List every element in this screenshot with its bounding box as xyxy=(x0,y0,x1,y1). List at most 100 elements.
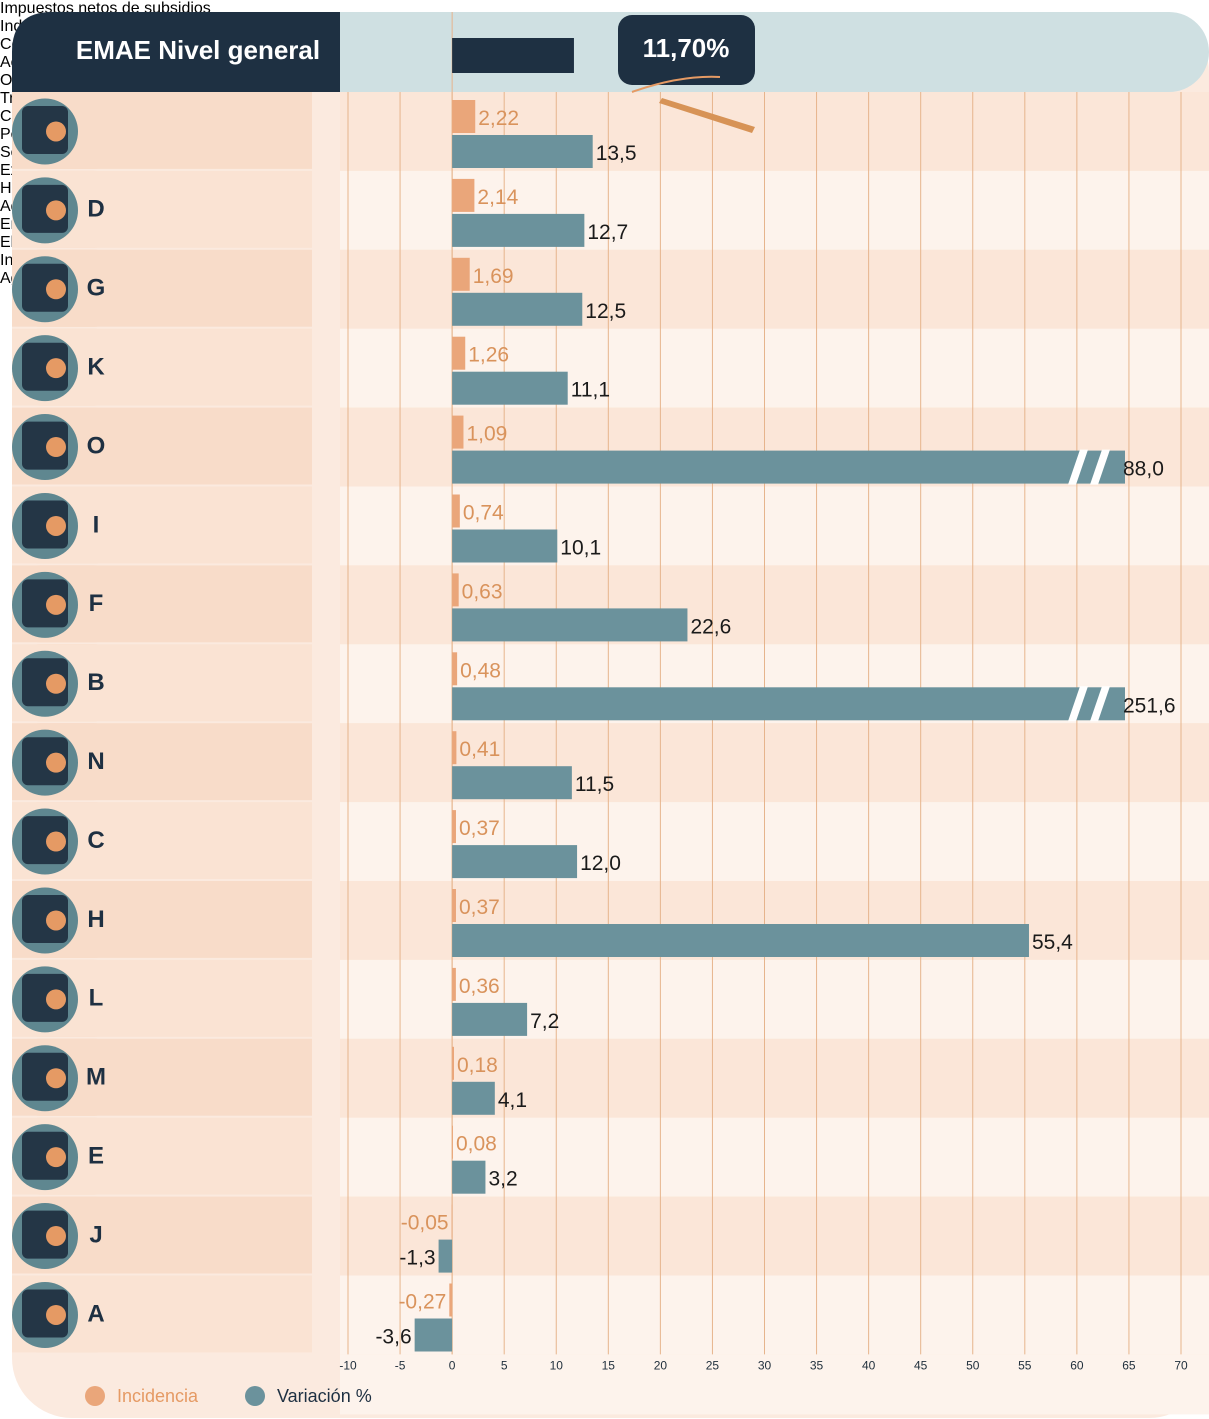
icon-highlight xyxy=(46,595,66,615)
value-label: 12,7 xyxy=(587,221,628,244)
bar xyxy=(439,1240,453,1273)
icon-highlight xyxy=(46,121,66,141)
value-label: 3,2 xyxy=(488,1168,517,1191)
value-label: -0,27 xyxy=(398,1291,446,1314)
x-tick-label: 45 xyxy=(914,1359,928,1373)
value-label: 11,1 xyxy=(571,379,610,402)
value-label: 0,48 xyxy=(460,659,501,682)
value-label: 0,37 xyxy=(459,817,500,840)
x-tick-label: 65 xyxy=(1122,1359,1136,1373)
bar xyxy=(452,214,584,247)
icon-highlight xyxy=(46,753,66,773)
value-label: 12,0 xyxy=(580,852,621,875)
icon-highlight xyxy=(46,1305,66,1325)
value-label: 0,41 xyxy=(459,738,500,761)
icon-highlight xyxy=(46,516,66,536)
legend-swatch xyxy=(85,1386,105,1406)
value-label: 0,18 xyxy=(457,1054,498,1077)
legend-label: Variación % xyxy=(277,1386,372,1406)
bar xyxy=(452,766,572,799)
bar xyxy=(452,1205,453,1238)
bar xyxy=(452,530,557,563)
sector-code: L xyxy=(89,985,104,1012)
bar xyxy=(452,573,459,606)
value-label: 0,74 xyxy=(463,502,504,525)
icon-highlight xyxy=(46,437,66,457)
x-tick-label: -5 xyxy=(395,1359,406,1373)
header-title: EMAE Nivel general xyxy=(76,35,320,65)
value-label: -0,05 xyxy=(401,1212,449,1235)
bar xyxy=(452,1082,495,1115)
value-label: 13,5 xyxy=(596,142,637,165)
x-tick-label: 70 xyxy=(1174,1359,1188,1373)
value-label: 2,14 xyxy=(477,186,518,209)
bar xyxy=(452,100,475,133)
icon-highlight xyxy=(46,1226,66,1246)
bar xyxy=(452,1003,527,1036)
bar xyxy=(415,1319,452,1352)
value-label: 88,0 xyxy=(1123,458,1164,481)
value-label: 12,5 xyxy=(585,300,626,323)
icon-highlight xyxy=(46,279,66,299)
bar xyxy=(452,1126,453,1159)
bar xyxy=(452,495,460,528)
value-label: 0,36 xyxy=(459,975,500,998)
sector-code: G xyxy=(87,275,106,302)
x-tick-label: 25 xyxy=(706,1359,720,1373)
value-label: 0,08 xyxy=(456,1133,497,1156)
sector-code: J xyxy=(89,1221,102,1248)
x-tick-label: 20 xyxy=(654,1359,668,1373)
icon-highlight xyxy=(46,1147,66,1167)
value-label: -1,3 xyxy=(399,1247,435,1270)
icon-highlight xyxy=(46,674,66,694)
sector-code: N xyxy=(87,748,104,775)
value-label: 11,5 xyxy=(575,773,614,796)
value-label: 1,69 xyxy=(473,265,514,288)
bar xyxy=(452,135,593,168)
x-tick-label: 5 xyxy=(501,1359,508,1373)
bar xyxy=(452,845,577,878)
bar xyxy=(452,416,463,449)
value-label: 55,4 xyxy=(1032,931,1073,954)
bar xyxy=(452,810,456,843)
value-label: 10,1 xyxy=(560,537,601,560)
x-tick-label: 60 xyxy=(1070,1359,1084,1373)
value-label: 0,63 xyxy=(462,580,503,603)
sector-code: A xyxy=(87,1300,104,1327)
total-bar xyxy=(452,38,574,73)
bar xyxy=(452,652,457,685)
value-label: 4,1 xyxy=(498,1089,527,1112)
sector-code: F xyxy=(89,590,104,617)
value-label: 0,37 xyxy=(459,896,500,919)
sector-code: C xyxy=(87,827,104,854)
bar xyxy=(452,968,456,1001)
x-tick-label: 15 xyxy=(602,1359,616,1373)
icon-highlight xyxy=(46,989,66,1009)
legend-label: Incidencia xyxy=(117,1386,199,1406)
value-label: -3,6 xyxy=(375,1326,411,1349)
value-label: 1,09 xyxy=(466,423,507,446)
row-band xyxy=(340,1197,1209,1276)
bar xyxy=(452,293,582,326)
bar xyxy=(452,608,687,641)
bar xyxy=(452,179,474,212)
bar xyxy=(452,337,465,370)
total-label: 11,70% xyxy=(643,33,730,63)
bar xyxy=(452,372,568,405)
bar xyxy=(452,924,1029,957)
x-tick-label: 0 xyxy=(449,1359,456,1373)
sector-code: M xyxy=(86,1064,106,1091)
x-tick-label: 30 xyxy=(758,1359,772,1373)
x-tick-label: 50 xyxy=(966,1359,980,1373)
icon-highlight xyxy=(46,832,66,852)
bar xyxy=(452,258,470,291)
sector-code: E xyxy=(88,1142,104,1169)
icon-highlight xyxy=(46,200,66,220)
sector-code: B xyxy=(87,669,104,696)
x-tick-label: 40 xyxy=(862,1359,876,1373)
legend-swatch xyxy=(245,1386,265,1406)
sector-code: O xyxy=(87,432,106,459)
x-tick-label: 35 xyxy=(810,1359,824,1373)
bar xyxy=(452,1047,454,1080)
value-label: 7,2 xyxy=(530,1010,559,1033)
